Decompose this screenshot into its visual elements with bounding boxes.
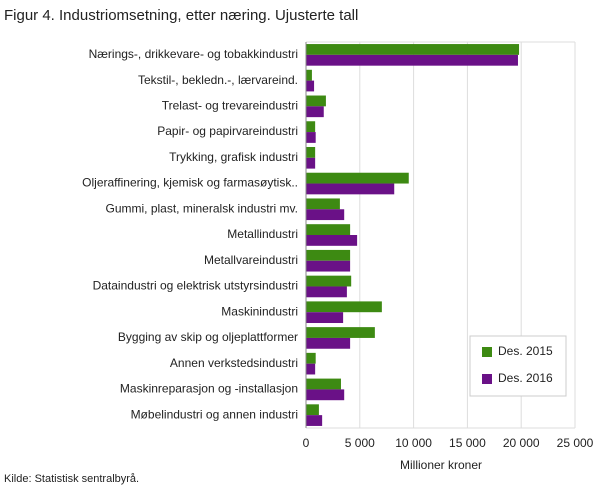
y-tick-label: Gummi, plast, mineralsk industri mv. — [106, 201, 299, 215]
legend-label: Des. 2015 — [498, 344, 553, 358]
y-tick-label: Bygging av skip og oljeplattformer — [118, 330, 298, 344]
x-axis-label: Millioner kroner — [400, 458, 482, 472]
bar — [306, 352, 316, 364]
bar — [306, 363, 316, 375]
bar — [306, 69, 312, 81]
y-tick-label: Trelast- og trevareindustri — [162, 99, 298, 113]
bar — [306, 106, 324, 118]
bar — [306, 95, 326, 107]
y-tick-label: Tekstil-, bekledn.-, lærvareind. — [138, 73, 298, 87]
y-tick-label: Maskinreparasjon og -installasjon — [120, 382, 298, 396]
x-tick-label: 0 — [303, 436, 310, 450]
bar — [306, 183, 395, 195]
bar — [306, 209, 345, 221]
bar — [306, 415, 323, 426]
x-tick-label: 25 000 — [557, 436, 594, 450]
bar — [306, 224, 351, 235]
bar — [306, 327, 375, 338]
bar — [306, 121, 316, 133]
x-tick-label: 5 000 — [345, 436, 375, 450]
bar — [306, 389, 345, 401]
bar — [306, 157, 316, 169]
bar — [306, 198, 340, 210]
y-tick-label: Oljeraffinering, kjemisk og farmasøytisk… — [82, 176, 298, 190]
bar — [306, 286, 347, 298]
bar — [306, 44, 520, 55]
y-tick-label: Metallvareindustri — [204, 253, 298, 267]
y-tick-label: Annen verkstedsindustri — [170, 356, 298, 370]
legend-box — [469, 335, 567, 397]
bar — [306, 54, 518, 66]
bar — [306, 80, 315, 92]
bar — [306, 260, 351, 272]
y-tick-label: Papir- og papirvareindustri — [157, 124, 298, 138]
bar — [306, 249, 351, 261]
x-tick-label: 15 000 — [449, 436, 486, 450]
bar — [306, 172, 409, 184]
legend-swatch — [482, 374, 492, 384]
legend-swatch — [482, 347, 492, 357]
x-tick-label: 10 000 — [395, 436, 432, 450]
legend-label: Des. 2016 — [498, 371, 553, 385]
x-tick-label: 20 000 — [503, 436, 540, 450]
bar — [306, 337, 351, 349]
bar — [306, 404, 319, 416]
chart-title: Figur 4. Industriomsetning, etter næring… — [4, 7, 358, 24]
bar — [306, 132, 316, 143]
bar — [306, 378, 341, 390]
bar — [306, 312, 344, 324]
y-tick-label: Maskinindustri — [221, 304, 298, 318]
y-tick-label: Trykking, grafisk industri — [169, 150, 298, 164]
bar — [306, 146, 316, 158]
y-tick-label: Metallindustri — [227, 227, 298, 241]
source: Kilde: Statistisk sentralbyrå. — [4, 473, 139, 485]
y-tick-label: Dataindustri og elektrisk utstyrsindustr… — [93, 279, 298, 293]
bar — [306, 275, 352, 287]
bar — [306, 235, 358, 246]
bar — [306, 301, 382, 313]
y-tick-label: Nærings-, drikkevare- og tobakkindustri — [89, 47, 298, 61]
y-tick-label: Møbelindustri og annen industri — [131, 407, 298, 421]
